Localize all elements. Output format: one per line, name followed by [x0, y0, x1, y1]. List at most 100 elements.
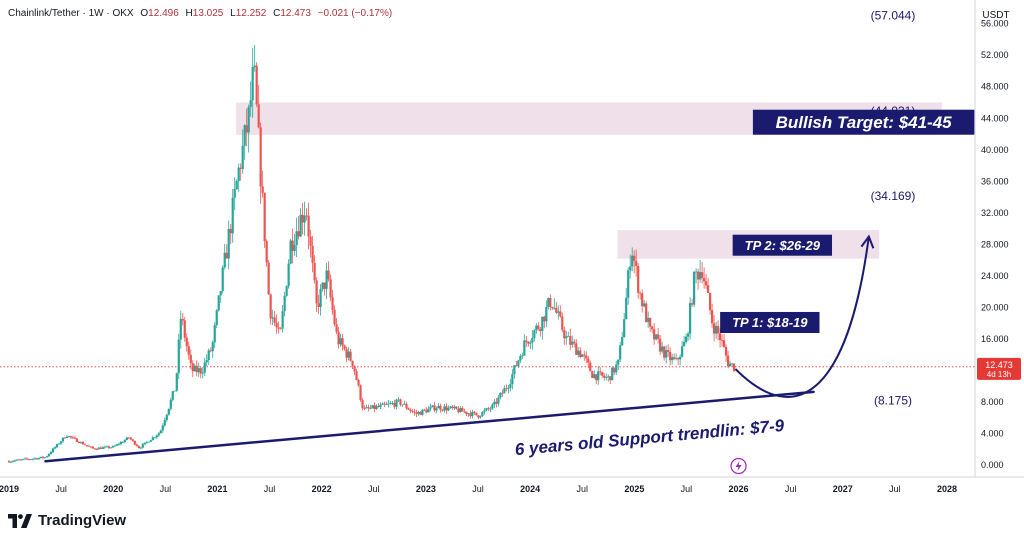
candle-body: [221, 267, 224, 292]
candle-body: [619, 345, 622, 360]
candle-body: [37, 457, 41, 460]
candle-body: [239, 167, 242, 169]
candle-body: [67, 436, 71, 437]
candle-body: [437, 405, 440, 409]
candle-body: [127, 437, 130, 439]
candle-body: [724, 347, 728, 356]
candle-body: [325, 270, 328, 289]
candle-body: [327, 270, 330, 280]
candle-body: [661, 346, 664, 352]
candle-body: [435, 408, 438, 411]
candle-body: [639, 292, 642, 294]
candle-body: [285, 286, 288, 296]
candle-body: [223, 252, 226, 268]
candle-body: [373, 405, 376, 410]
candle-body: [381, 403, 384, 405]
candle-body: [653, 329, 656, 340]
candle-body: [704, 281, 708, 286]
candle-body: [141, 444, 144, 448]
tradingview-brand[interactable]: TradingView: [8, 512, 126, 529]
candle-body: [471, 411, 474, 417]
candle-body: [573, 341, 576, 344]
candle-body: [45, 456, 49, 458]
x-tick-label: Jul: [785, 484, 797, 494]
candle-body: [677, 358, 680, 360]
candle-body: [708, 292, 712, 311]
candle-body: [73, 437, 77, 439]
candle-body: [185, 337, 188, 347]
candle-body: [273, 317, 276, 323]
tradingview-logo-icon: [8, 513, 32, 528]
candle-body: [157, 433, 160, 436]
candle-body: [25, 458, 29, 460]
candle-body: [183, 320, 186, 338]
candle-body: [201, 372, 204, 374]
y-tick-label: 32.000: [981, 208, 1009, 218]
candle-body: [95, 449, 98, 450]
candle-body: [153, 437, 156, 439]
x-tick-label: Jul: [889, 484, 901, 494]
candle-body: [279, 328, 282, 330]
candle-body: [59, 441, 63, 444]
candle-body: [269, 294, 272, 319]
currency-label: USDT: [982, 10, 1009, 21]
brand-name: TradingView: [38, 512, 127, 529]
x-tick-label: 2020: [103, 484, 123, 494]
candle-body: [703, 277, 706, 282]
candle-body: [293, 245, 296, 251]
y-tick-label: 48.000: [981, 82, 1009, 92]
candle-body: [687, 333, 690, 337]
x-tick-label: 2024: [520, 484, 540, 494]
x-tick-label: Jul: [55, 484, 67, 494]
candle-body: [457, 408, 460, 413]
candle-body: [151, 437, 154, 441]
target-box: [752, 109, 975, 135]
candle-body: [583, 354, 586, 356]
level-label: (57.044): [871, 8, 916, 22]
candle-body: [459, 407, 462, 413]
candle-body: [633, 255, 636, 261]
x-tick-label: Jul: [576, 484, 588, 494]
candle-body: [489, 408, 492, 410]
candle-body: [720, 340, 724, 341]
symbol-label[interactable]: Chainlink/Tether · 1W · OKX: [8, 8, 134, 19]
candle-body: [523, 340, 526, 356]
candle-body: [387, 403, 390, 405]
target-label: TP 1: $18-19: [732, 315, 808, 330]
target-box: [720, 311, 820, 333]
target-label: TP 2: $26-29: [745, 238, 821, 253]
candle-body: [61, 437, 65, 442]
candle-body: [595, 374, 598, 381]
candle-body: [229, 228, 232, 234]
y-tick-label: 40.000: [981, 145, 1009, 155]
candle-body: [331, 297, 334, 310]
candle-body: [75, 438, 79, 442]
candle-body: [177, 339, 180, 374]
candle-body: [11, 461, 15, 463]
candle-body: [123, 440, 126, 442]
y-tick-label: 24.000: [981, 271, 1009, 281]
candle-body: [479, 416, 482, 418]
candle-body: [641, 293, 644, 307]
candle-body: [85, 445, 88, 446]
candle-body: [129, 437, 132, 440]
candle-body: [259, 127, 262, 187]
candle-body: [655, 334, 658, 340]
candle-body: [539, 328, 542, 332]
candle-body: [445, 406, 448, 411]
close-label: C: [273, 8, 281, 19]
candle-body: [99, 447, 102, 449]
candle-body: [167, 408, 170, 415]
candle-body: [105, 446, 108, 448]
candle-body: [611, 367, 614, 381]
candle-body: [255, 65, 258, 105]
x-tick-label: Jul: [472, 484, 484, 494]
candle-body: [287, 263, 290, 287]
candle-body: [669, 351, 672, 361]
candle-body: [557, 311, 560, 313]
candle-body: [397, 399, 400, 401]
candle-body: [257, 104, 260, 128]
